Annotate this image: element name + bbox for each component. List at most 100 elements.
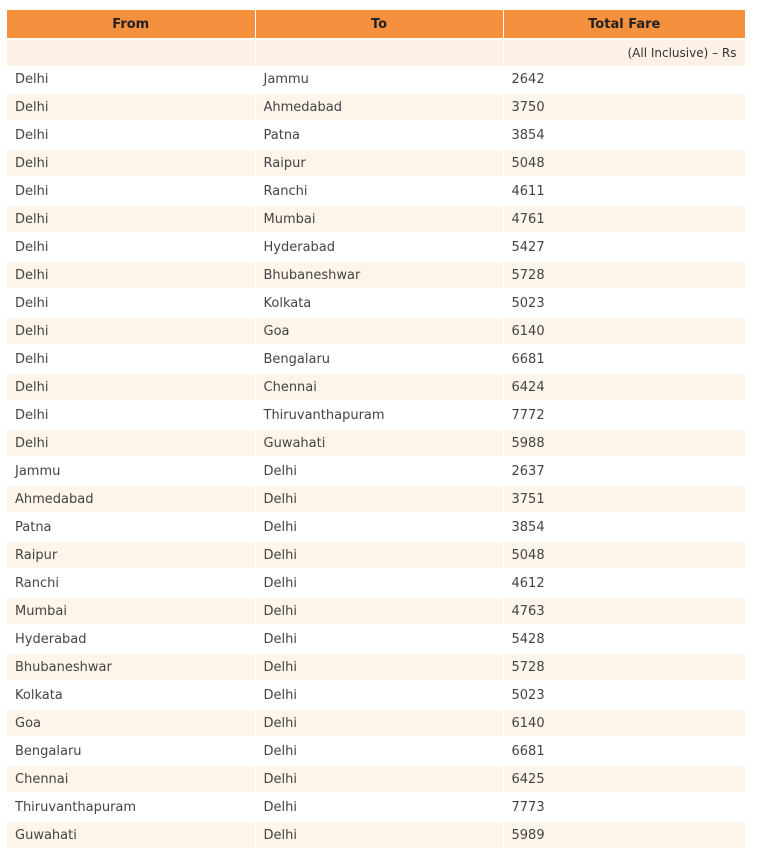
to-cell: Delhi <box>255 457 504 486</box>
from-cell: Delhi <box>7 205 256 234</box>
fare-cell: 3750 <box>503 93 745 122</box>
table-row: Hyderabad Delhi 5428 <box>7 625 745 654</box>
to-cell: Jammu <box>255 66 504 94</box>
subheader-empty-cell <box>7 39 256 66</box>
fare-cell: 2637 <box>503 457 745 486</box>
fare-cell: 4761 <box>503 205 745 234</box>
fare-cell: 6425 <box>503 765 745 794</box>
from-cell: Delhi <box>7 149 256 178</box>
from-cell: Ahmedabad <box>7 485 256 514</box>
from-cell: Delhi <box>7 289 256 318</box>
from-cell: Ranchi <box>7 569 256 598</box>
table-row: Ranchi Delhi 4612 <box>7 569 745 598</box>
to-cell: Delhi <box>255 597 504 626</box>
to-cell: Delhi <box>255 793 504 822</box>
from-cell: Delhi <box>7 93 256 122</box>
table-row: Delhi Raipur 5048 <box>7 149 745 178</box>
to-cell: Delhi <box>255 541 504 570</box>
from-cell: Patna <box>7 513 256 542</box>
from-cell: Chennai <box>7 765 256 794</box>
table-row: Patna Delhi 3854 <box>7 513 745 542</box>
from-cell: Thiruvanthapuram <box>7 793 256 822</box>
table-row: Mumbai Delhi 4763 <box>7 597 745 626</box>
from-cell: Delhi <box>7 66 256 94</box>
to-cell: Guwahati <box>255 429 504 458</box>
table-row: Ahmedabad Delhi 3751 <box>7 485 745 514</box>
table-row: Chennai Delhi 6425 <box>7 765 745 794</box>
fare-cell: 5023 <box>503 681 745 710</box>
table-row: Delhi Ranchi 4611 <box>7 177 745 206</box>
from-cell: Delhi <box>7 429 256 458</box>
from-cell: Raipur <box>7 541 256 570</box>
table-row: Guwahati Delhi 5989 <box>7 821 745 850</box>
fare-cell: 5728 <box>503 653 745 682</box>
to-cell: Delhi <box>255 765 504 794</box>
column-header-total-fare: Total Fare <box>503 10 745 40</box>
to-cell: Delhi <box>255 513 504 542</box>
to-cell: Kolkata <box>255 289 504 318</box>
fare-cell: 5023 <box>503 289 745 318</box>
fare-cell: 6681 <box>503 737 745 766</box>
table-row: Delhi Patna 3854 <box>7 121 745 150</box>
table-row: Delhi Bhubaneshwar 5728 <box>7 261 745 290</box>
table-row: Raipur Delhi 5048 <box>7 541 745 570</box>
table-row: Delhi Hyderabad 5427 <box>7 233 745 262</box>
table-row: Delhi Jammu 2642 <box>7 66 745 94</box>
column-header-to: To <box>255 10 504 40</box>
table-row: Bengalaru Delhi 6681 <box>7 737 745 766</box>
fare-cell: 4612 <box>503 569 745 598</box>
to-cell: Delhi <box>255 569 504 598</box>
fare-table-container: From To Total Fare (All Inclusive) – Rs … <box>7 10 746 850</box>
fare-cell: 3751 <box>503 485 745 514</box>
to-cell: Thiruvanthapuram <box>255 401 504 430</box>
from-cell: Delhi <box>7 345 256 374</box>
to-cell: Mumbai <box>255 205 504 234</box>
to-cell: Delhi <box>255 709 504 738</box>
from-cell: Delhi <box>7 373 256 402</box>
from-cell: Mumbai <box>7 597 256 626</box>
from-cell: Delhi <box>7 401 256 430</box>
to-cell: Goa <box>255 317 504 346</box>
table-row: Jammu Delhi 2637 <box>7 457 745 486</box>
fare-cell: 5048 <box>503 541 745 570</box>
fare-cell: 4611 <box>503 177 745 206</box>
fare-cell: 5728 <box>503 261 745 290</box>
from-cell: Jammu <box>7 457 256 486</box>
to-cell: Ranchi <box>255 177 504 206</box>
from-cell: Delhi <box>7 121 256 150</box>
subheader-empty-cell <box>255 39 504 66</box>
fare-cell: 7772 <box>503 401 745 430</box>
fare-table: From To Total Fare (All Inclusive) – Rs … <box>7 10 746 850</box>
fare-cell: 6140 <box>503 709 745 738</box>
to-cell: Delhi <box>255 681 504 710</box>
table-row: Kolkata Delhi 5023 <box>7 681 745 710</box>
to-cell: Patna <box>255 121 504 150</box>
to-cell: Bhubaneshwar <box>255 261 504 290</box>
to-cell: Bengalaru <box>255 345 504 374</box>
table-row: Thiruvanthapuram Delhi 7773 <box>7 793 745 822</box>
table-row: Delhi Guwahati 5988 <box>7 429 745 458</box>
table-row: Delhi Goa 6140 <box>7 317 745 346</box>
fare-cell: 6424 <box>503 373 745 402</box>
table-row: Goa Delhi 6140 <box>7 709 745 738</box>
from-cell: Bengalaru <box>7 737 256 766</box>
table-header: From To Total Fare <box>7 10 745 40</box>
fare-cell: 2642 <box>503 66 745 94</box>
subheader-row: (All Inclusive) – Rs <box>7 39 746 66</box>
unit-note: (All Inclusive) – Rs <box>503 39 746 66</box>
to-cell: Delhi <box>255 737 504 766</box>
fare-cell: 4763 <box>503 597 745 626</box>
from-cell: Hyderabad <box>7 625 256 654</box>
table-row: Delhi Mumbai 4761 <box>7 205 745 234</box>
to-cell: Delhi <box>255 821 504 850</box>
table-row: Delhi Kolkata 5023 <box>7 289 745 318</box>
from-cell: Delhi <box>7 177 256 206</box>
to-cell: Chennai <box>255 373 504 402</box>
table-row: Bhubaneshwar Delhi 5728 <box>7 653 745 682</box>
table-row: Delhi Thiruvanthapuram 7772 <box>7 401 745 430</box>
fare-cell: 3854 <box>503 513 745 542</box>
fare-cell: 7773 <box>503 793 745 822</box>
from-cell: Delhi <box>7 317 256 346</box>
from-cell: Guwahati <box>7 821 256 850</box>
table-row: Delhi Bengalaru 6681 <box>7 345 745 374</box>
